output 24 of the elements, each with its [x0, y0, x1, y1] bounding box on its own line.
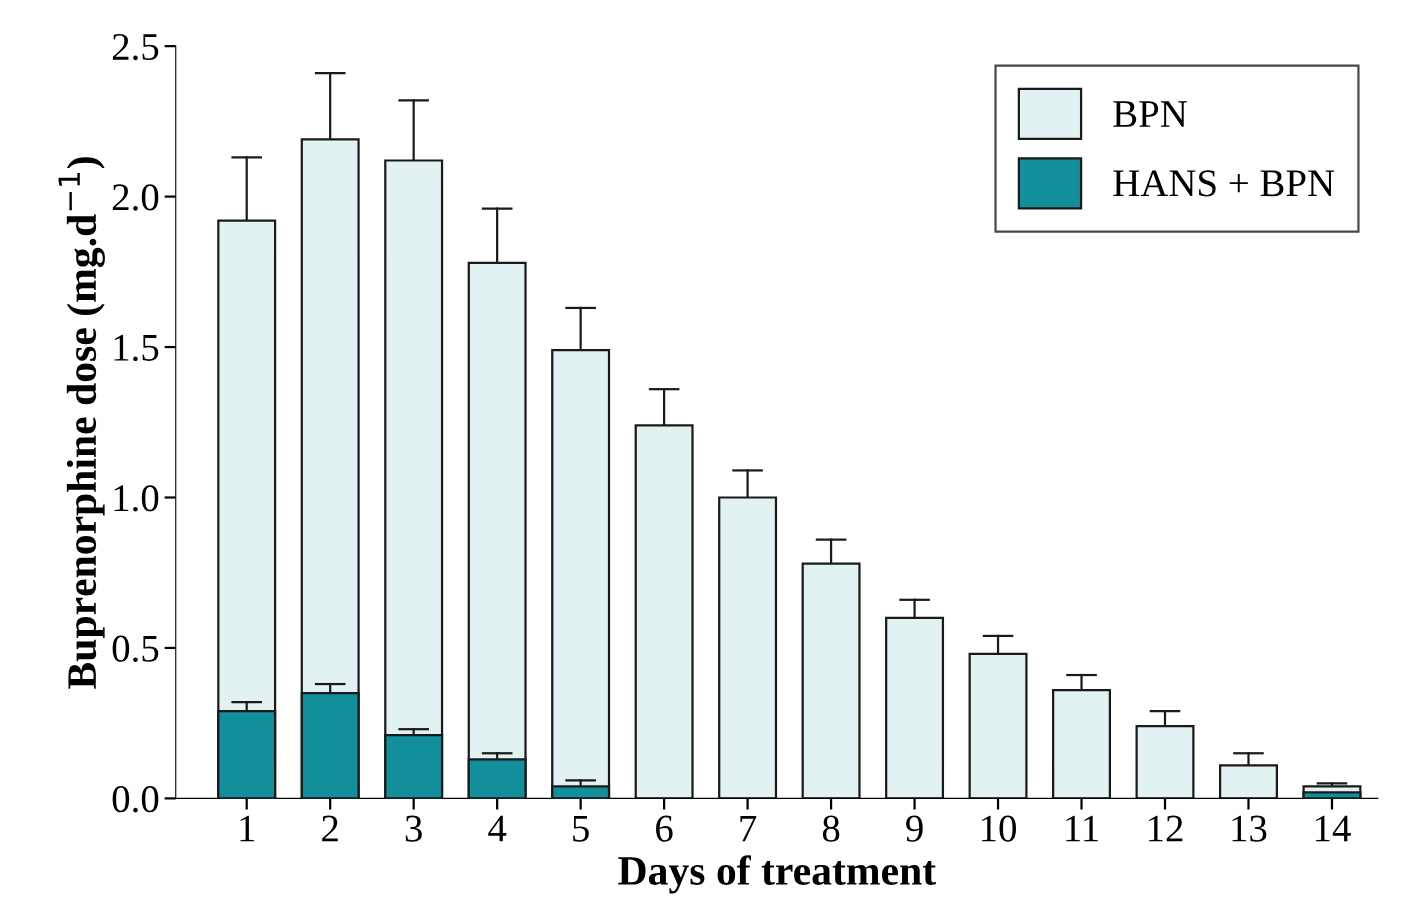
y-tick-label: 2.5	[112, 33, 159, 61]
x-tick-label: 9	[906, 815, 923, 842]
x-tick-label: 10	[982, 815, 1016, 842]
y-tick-label: 0.0	[112, 786, 159, 813]
y-tick-label: 1.0	[114, 485, 159, 512]
x-tick-label: 11	[1066, 815, 1098, 842]
x-tick-label: 4	[488, 815, 507, 842]
x-tick-label: 6	[656, 815, 673, 842]
x-axis-title: Days of treatment	[618, 855, 936, 894]
x-tick-label: 1	[240, 815, 255, 842]
x-tick-label: 7	[740, 815, 757, 842]
x-tick-label: 5	[573, 815, 589, 842]
y-tick-label: 1.5	[114, 334, 159, 362]
legend-label: BPN	[1113, 101, 1187, 127]
x-tick-label: 13	[1232, 815, 1267, 842]
x-tick-label: 8	[822, 815, 840, 842]
x-tick-label: 14	[1315, 815, 1351, 842]
y-axis-title: Buprenorphine dose (mg.d$^{−1}$)	[58, 157, 105, 689]
x-tick-label: 12	[1148, 815, 1183, 842]
legend-label: HANS + BPN	[1113, 170, 1335, 197]
x-tick-label: 3	[405, 815, 422, 842]
x-tick-label: 2	[322, 815, 338, 842]
y-tick-label: 0.5	[112, 635, 159, 662]
y-tick-label: 2.0	[112, 184, 159, 211]
